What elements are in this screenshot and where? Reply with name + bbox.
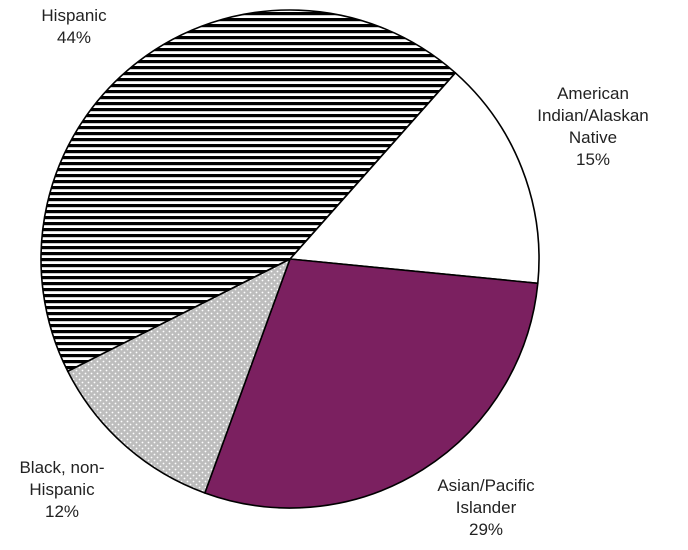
slice-label-line: Islander: [456, 498, 517, 517]
slice-label-line: American: [557, 84, 629, 103]
slice-label: Hispanic 44%: [41, 6, 107, 47]
slice-label-line: 15%: [576, 150, 610, 169]
slice-label-line: Black, non-: [19, 458, 104, 477]
slice-label-line: 12%: [45, 502, 79, 521]
slice-label: Black, non- Hispanic 12%: [19, 458, 104, 521]
slice-label-line: Asian/Pacific: [437, 476, 535, 495]
pie-slice-american-indian-alaskan-native: [289, 72, 540, 285]
slice-label: American Indian/Alaskan Native 15%: [537, 84, 649, 169]
slice-label-line: 44%: [57, 28, 91, 47]
pie-slice-asian-pacific-islander: [204, 258, 539, 509]
slice-label-line: Hispanic: [41, 6, 107, 25]
slice-label-line: Native: [569, 128, 617, 147]
slice-label: Asian/Pacific Islander 29%: [437, 476, 535, 539]
slice-label-line: Hispanic: [29, 480, 95, 499]
pie-slice-hispanic: [40, 9, 457, 373]
slice-label-line: Indian/Alaskan: [537, 106, 649, 125]
pie-slice-black-non-hispanic: [66, 258, 291, 494]
slice-label-line: 29%: [469, 520, 503, 539]
